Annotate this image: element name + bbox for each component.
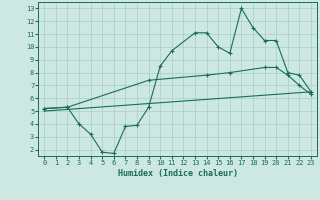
X-axis label: Humidex (Indice chaleur): Humidex (Indice chaleur) (118, 169, 238, 178)
